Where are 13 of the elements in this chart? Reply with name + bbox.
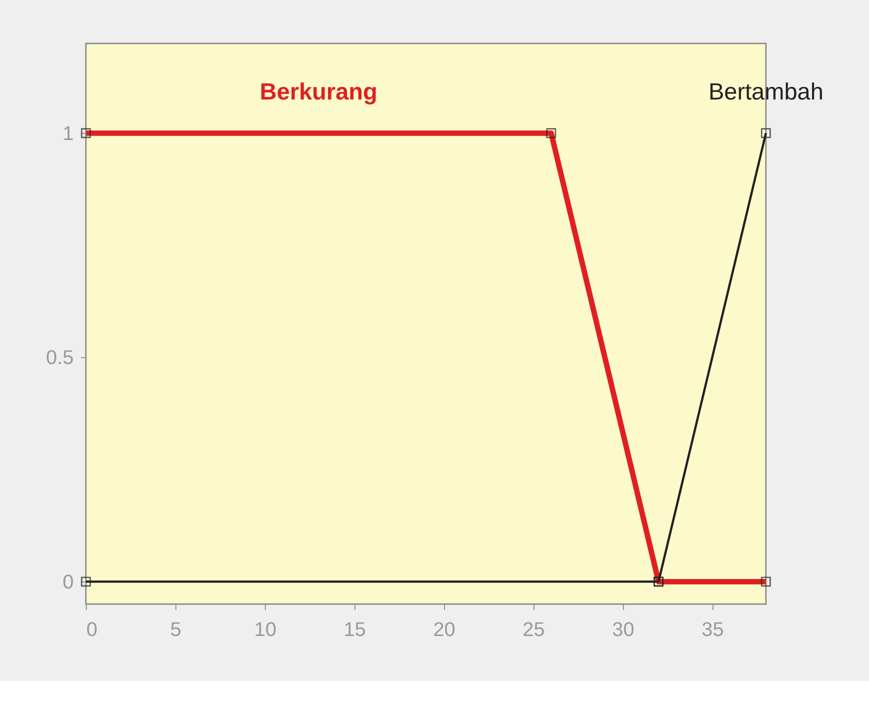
x-tick-label: 35 — [702, 619, 724, 642]
series-label: Berkurang — [260, 78, 378, 105]
x-tick-label: 5 — [170, 619, 182, 642]
x-tick-label: 10 — [254, 619, 276, 642]
y-tick-label: 0 — [62, 571, 74, 594]
x-tick-label: 0 — [86, 619, 98, 642]
y-tick-label: 0.5 — [46, 347, 74, 370]
x-tick-label: 15 — [344, 619, 366, 642]
series-label: Bertambah — [708, 78, 824, 105]
x-tick-label: 20 — [433, 619, 456, 642]
x-tick-label: 25 — [522, 619, 545, 642]
x-tick-label: 30 — [612, 619, 634, 642]
y-tick-label: 1 — [62, 122, 74, 145]
